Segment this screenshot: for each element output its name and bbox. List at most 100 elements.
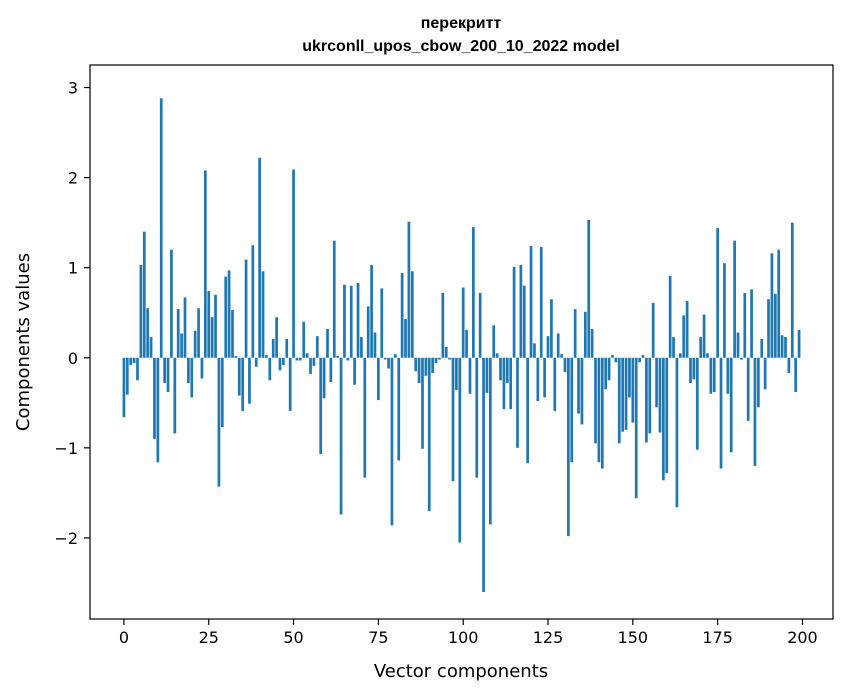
y-tick-label: 2 [68,169,78,188]
bar [553,357,557,411]
bar [790,222,794,358]
bar [339,357,343,515]
bar [570,357,574,463]
x-axis-ticks: 0 25 50 75 100 125 150 175 200 [119,619,818,647]
bar [455,357,458,391]
bar [217,357,221,487]
bar [380,288,384,358]
bar [393,354,397,358]
bar [624,357,628,430]
bar [628,357,631,398]
bar [282,357,285,365]
bar [672,337,675,358]
bar [146,308,150,358]
x-tick-label: 125 [533,628,564,647]
bar [173,357,177,434]
bar [509,357,513,410]
bar [695,357,699,450]
bar [750,289,753,358]
bar [529,246,533,358]
bar [712,357,716,392]
bar [187,357,190,383]
x-tick-label: 50 [283,628,303,647]
bar [163,357,166,383]
bar [448,357,451,360]
bar [254,357,258,367]
bar [641,355,645,358]
x-tick-label: 175 [702,628,733,647]
bar [560,354,563,358]
bar [417,357,421,383]
bar [797,329,801,358]
bar [203,170,207,358]
bar [176,309,180,358]
bar [431,357,435,374]
bar [590,328,594,358]
bar [207,291,211,358]
bar [370,264,373,358]
y-tick-label: 1 [68,259,78,278]
bar [149,337,153,358]
bar [234,355,238,358]
bar [465,329,468,358]
bar [784,337,787,358]
bar [583,311,587,358]
bar [224,276,228,358]
bar [716,228,719,358]
bar [597,357,601,463]
bar [600,357,604,469]
chart-title: перекритт [421,15,502,32]
bar [692,357,696,380]
bar [533,343,536,358]
bar [244,259,248,358]
bar [343,284,346,358]
bar [265,355,268,358]
bar [132,357,136,364]
bar [353,357,356,385]
bar [319,357,323,455]
bar [794,357,798,392]
bar [180,333,183,358]
bar [251,245,255,358]
bar [241,357,245,411]
bar [153,357,156,439]
bar [502,357,506,410]
bar [512,266,516,358]
bar [159,98,163,358]
bar [122,357,126,418]
x-tick-label: 150 [618,628,649,647]
bar [604,357,608,390]
bar [495,353,499,358]
bar [298,357,302,361]
bar [699,337,703,358]
bar [787,357,791,374]
bar [645,357,648,443]
bar [421,357,424,449]
y-axis-ticks: −2 −1 0 1 2 3 [54,79,90,548]
bar [567,357,570,537]
bar [485,357,489,393]
bar [404,319,407,358]
bar [478,292,482,358]
bar [594,357,597,444]
bar [675,357,679,508]
bar [577,357,580,414]
bar [156,357,160,463]
bar [546,336,550,358]
plot-frame [89,64,834,620]
bar [648,357,652,434]
bar [665,357,669,474]
x-tick-label: 0 [119,628,129,647]
bar [573,309,577,358]
x-tick-label: 100 [448,628,479,647]
bar [285,338,289,358]
bar [407,221,411,358]
bar [326,328,329,358]
bar [451,357,455,482]
bar [611,355,614,358]
bar [271,338,275,358]
bar [397,357,401,461]
y-tick-label: 3 [68,79,78,98]
bar [295,357,299,361]
